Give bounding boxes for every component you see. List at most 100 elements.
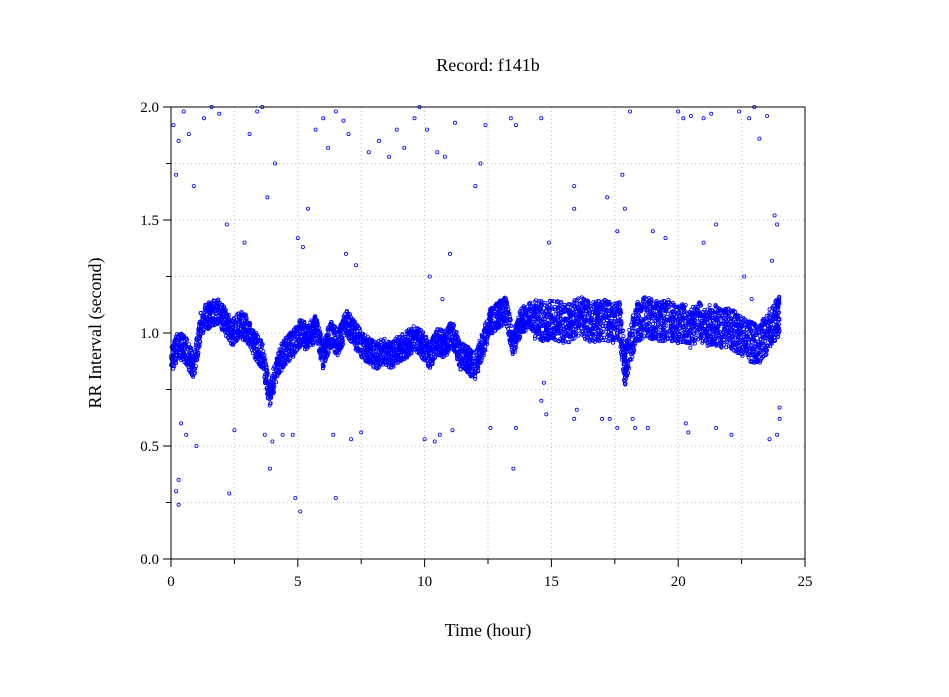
data-point [608,328,613,333]
data-point [332,339,337,344]
data-point [254,333,259,338]
data-point [260,351,265,356]
data-point [559,328,564,333]
data-point [324,336,329,341]
data-point [301,342,306,347]
data-point [252,332,257,337]
data-point [299,342,304,347]
data-point [490,307,495,312]
data-point [499,311,504,316]
data-point [193,341,198,346]
data-point [200,315,205,320]
data-point [425,348,430,353]
data-points [169,105,782,514]
data-point [656,338,661,343]
data-point [542,313,547,318]
data-point [550,299,555,304]
data-point [260,342,265,347]
data-point [597,299,602,304]
data-point [258,341,263,346]
data-point [658,338,663,343]
data-point [322,345,327,350]
data-point [435,334,440,339]
data-point [261,357,266,362]
data-point [188,347,193,352]
data-point [623,355,628,360]
data-point [585,332,590,337]
data-point [588,329,593,334]
data-point [222,322,227,327]
data-point [587,334,592,339]
data-point [669,315,674,320]
data-point [275,361,280,366]
data-point [549,320,554,325]
data-point [577,314,582,319]
data-point [259,341,264,346]
data-point [428,365,433,370]
data-point [250,348,255,353]
data-point [291,351,296,356]
data-point [362,339,367,344]
data-point [664,308,669,313]
data-point [483,321,488,326]
data-point [174,338,179,343]
data-point [253,356,258,361]
data-point [504,324,509,329]
data-point [489,312,494,317]
data-point [189,362,194,367]
data-point [398,340,403,345]
data-point [561,324,566,329]
data-point [586,301,591,306]
data-point [618,329,623,334]
data-point [641,296,646,301]
data-point [414,331,419,336]
data-point [443,341,448,346]
data-point [440,333,445,338]
data-point [329,344,334,349]
data-point [298,326,303,331]
data-point [398,353,403,358]
data-point [614,335,619,340]
data-point [306,329,311,334]
data-point [341,323,346,328]
data-point [411,324,416,329]
data-point [390,355,395,360]
data-point [186,350,191,355]
data-point [600,324,605,329]
data-point [676,317,681,322]
data-point [307,324,312,329]
data-point [182,348,187,353]
data-point [594,331,599,336]
data-point [643,315,648,320]
data-point [623,382,628,387]
data-point [507,331,512,336]
data-point [603,303,608,308]
data-point [367,354,372,359]
data-point [508,335,513,340]
data-point [352,340,357,345]
data-point [354,343,359,348]
data-point [188,345,193,350]
data-point [654,331,659,336]
data-point [514,327,519,332]
data-point [587,339,592,344]
data-point [581,329,586,334]
data-point [238,317,243,322]
data-point [283,356,288,361]
data-point [294,343,299,348]
data-point [652,318,657,323]
data-point [562,310,567,315]
data-point [339,343,344,348]
data-point [354,338,359,343]
data-point [572,321,577,326]
data-point [568,333,573,338]
data-point [406,352,411,357]
data-point [465,345,470,350]
data-point [279,351,284,356]
data-point [253,346,258,351]
data-point [439,327,444,332]
data-point [428,341,433,346]
data-point [247,322,252,327]
data-point [268,382,273,387]
data-point [173,336,178,341]
